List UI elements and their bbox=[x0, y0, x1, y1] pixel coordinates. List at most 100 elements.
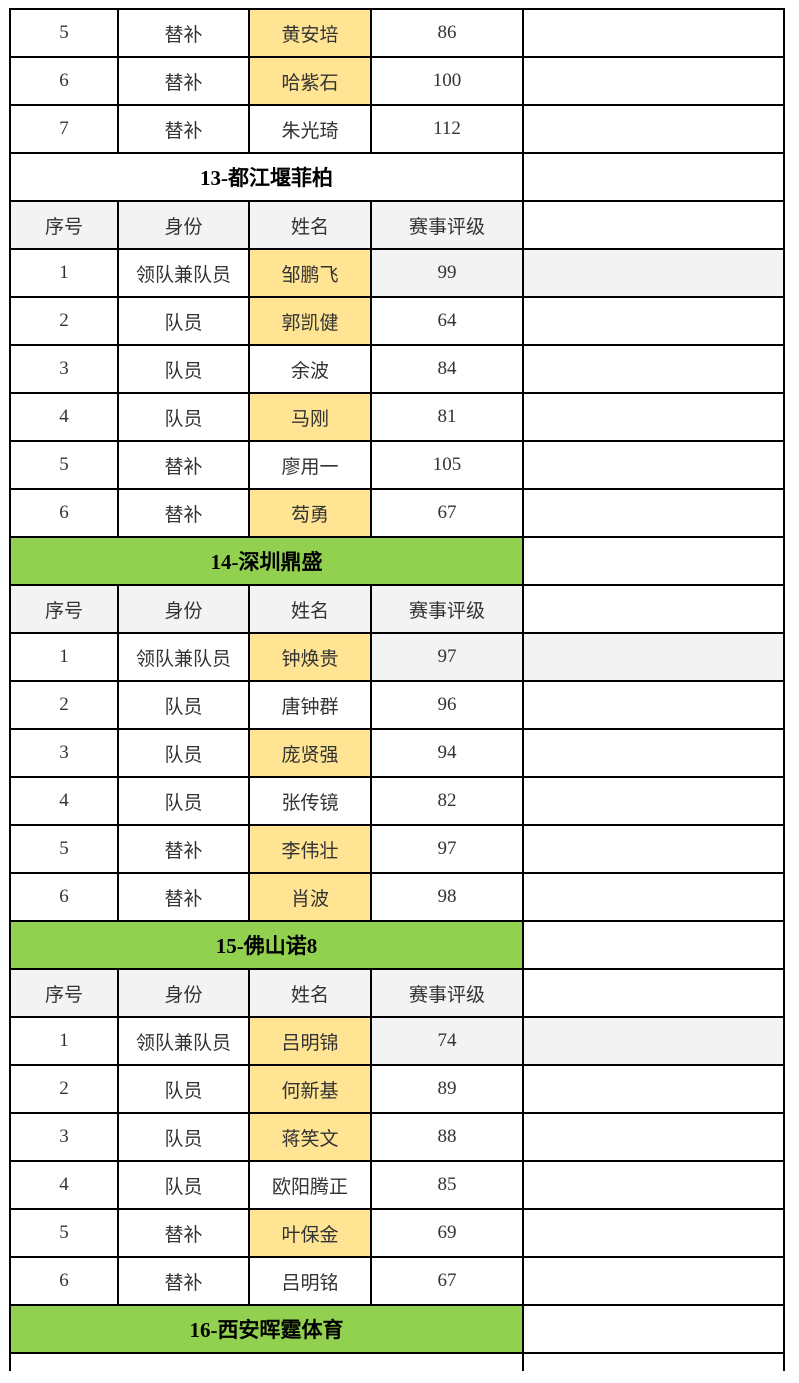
row-number-cell: 6 bbox=[9, 56, 119, 106]
empty-cell bbox=[522, 488, 785, 538]
name-cell: 叶保金 bbox=[248, 1208, 372, 1258]
role-cell: 替补 bbox=[117, 824, 250, 874]
rating-cell: 94 bbox=[370, 728, 524, 778]
row-number-cell: 5 bbox=[9, 1208, 119, 1258]
empty-cell bbox=[522, 1064, 785, 1114]
column-header-row: 序号 身份 姓名 赛事评级 bbox=[9, 200, 785, 250]
rating-cell: 97 bbox=[370, 632, 524, 682]
rating-cell: 74 bbox=[370, 1016, 524, 1066]
row-number-cell: 5 bbox=[9, 824, 119, 874]
table-row: 6 替补 吕明铭 67 bbox=[9, 1256, 785, 1306]
row-number-cell: 1 bbox=[9, 1016, 119, 1066]
team-header-row: 16-西安晖霆体育 bbox=[9, 1304, 785, 1354]
role-cell: 队员 bbox=[117, 680, 250, 730]
table-row: 6 替补 哈紫石 100 bbox=[9, 56, 785, 106]
table-row: 2 队员 唐钟群 96 bbox=[9, 680, 785, 730]
table-row: 1 领队兼队员 吕明锦 74 bbox=[9, 1016, 785, 1066]
role-cell: 替补 bbox=[117, 872, 250, 922]
empty-cell bbox=[522, 1112, 785, 1162]
col-header-no: 序号 bbox=[9, 584, 119, 634]
empty-cell bbox=[522, 632, 785, 682]
team-header-row: 15-佛山诺8 bbox=[9, 920, 785, 970]
empty-cell bbox=[522, 536, 785, 586]
name-cell: 张传镜 bbox=[248, 776, 372, 826]
col-header-name: 姓名 bbox=[248, 584, 372, 634]
name-cell: 哈紫石 bbox=[248, 56, 372, 106]
row-number-cell: 6 bbox=[9, 1256, 119, 1306]
rating-cell: 86 bbox=[370, 8, 524, 58]
role-cell: 队员 bbox=[117, 728, 250, 778]
clipped-partial-row bbox=[9, 1352, 785, 1371]
rating-cell: 81 bbox=[370, 392, 524, 442]
name-cell: 黄安培 bbox=[248, 8, 372, 58]
row-number-cell: 4 bbox=[9, 776, 119, 826]
table-row: 1 领队兼队员 钟焕贵 97 bbox=[9, 632, 785, 682]
table-row: 7 替补 朱光琦 112 bbox=[9, 104, 785, 154]
team-header-row: 14-深圳鼎盛 bbox=[9, 536, 785, 586]
col-header-name: 姓名 bbox=[248, 200, 372, 250]
empty-cell bbox=[522, 104, 785, 154]
role-cell: 替补 bbox=[117, 56, 250, 106]
row-number-cell: 3 bbox=[9, 1112, 119, 1162]
empty-cell bbox=[522, 872, 785, 922]
table-row: 4 队员 马刚 81 bbox=[9, 392, 785, 442]
role-cell: 替补 bbox=[117, 1256, 250, 1306]
rating-cell: 98 bbox=[370, 872, 524, 922]
name-cell: 朱光琦 bbox=[248, 104, 372, 154]
role-cell: 队员 bbox=[117, 296, 250, 346]
rating-cell: 67 bbox=[370, 488, 524, 538]
row-number-cell: 3 bbox=[9, 728, 119, 778]
row-number-cell: 1 bbox=[9, 632, 119, 682]
empty-cell bbox=[522, 824, 785, 874]
empty-cell bbox=[522, 8, 785, 58]
role-cell: 替补 bbox=[117, 8, 250, 58]
team-title-cell: 13-都江堰菲柏 bbox=[9, 152, 524, 202]
name-cell: 马刚 bbox=[248, 392, 372, 442]
role-cell: 队员 bbox=[117, 1160, 250, 1210]
table-row: 2 队员 郭凯健 64 bbox=[9, 296, 785, 346]
rating-cell: 69 bbox=[370, 1208, 524, 1258]
empty-cell bbox=[522, 1208, 785, 1258]
empty-cell bbox=[522, 680, 785, 730]
role-cell: 领队兼队员 bbox=[117, 632, 250, 682]
table-row: 2 队员 何新基 89 bbox=[9, 1064, 785, 1114]
table-row: 6 替补 肖波 98 bbox=[9, 872, 785, 922]
col-header-no: 序号 bbox=[9, 200, 119, 250]
name-cell: 吕明锦 bbox=[248, 1016, 372, 1066]
empty-cell bbox=[522, 152, 785, 202]
role-cell: 队员 bbox=[117, 1112, 250, 1162]
row-number-cell: 6 bbox=[9, 872, 119, 922]
role-cell: 领队兼队员 bbox=[117, 1016, 250, 1066]
empty-cell bbox=[522, 392, 785, 442]
row-number-cell: 5 bbox=[9, 440, 119, 490]
rating-cell: 85 bbox=[370, 1160, 524, 1210]
role-cell: 队员 bbox=[117, 776, 250, 826]
empty-cell bbox=[522, 728, 785, 778]
name-cell: 庞贤强 bbox=[248, 728, 372, 778]
row-number-cell: 3 bbox=[9, 344, 119, 394]
empty-cell bbox=[522, 344, 785, 394]
col-header-role: 身份 bbox=[117, 968, 250, 1018]
rating-cell: 112 bbox=[370, 104, 524, 154]
rating-cell: 84 bbox=[370, 344, 524, 394]
row-number-cell: 4 bbox=[9, 392, 119, 442]
empty-cell bbox=[522, 584, 785, 634]
col-header-name: 姓名 bbox=[248, 968, 372, 1018]
table-row: 5 替补 廖用一 105 bbox=[9, 440, 785, 490]
rating-cell: 97 bbox=[370, 824, 524, 874]
role-cell: 队员 bbox=[117, 1064, 250, 1114]
team-title-cell: 16-西安晖霆体育 bbox=[9, 1304, 524, 1354]
row-number-cell: 7 bbox=[9, 104, 119, 154]
column-header-row: 序号 身份 姓名 赛事评级 bbox=[9, 584, 785, 634]
empty-cell bbox=[522, 1016, 785, 1066]
empty-cell bbox=[522, 1256, 785, 1306]
col-header-rating: 赛事评级 bbox=[370, 200, 524, 250]
team-header-row: 13-都江堰菲柏 bbox=[9, 152, 785, 202]
empty-cell bbox=[522, 1304, 785, 1354]
table-row: 5 替补 叶保金 69 bbox=[9, 1208, 785, 1258]
rating-cell: 64 bbox=[370, 296, 524, 346]
row-number-cell: 6 bbox=[9, 488, 119, 538]
table-row: 5 替补 黄安培 86 bbox=[9, 8, 785, 58]
empty-cell bbox=[522, 56, 785, 106]
empty-cell bbox=[522, 968, 785, 1018]
